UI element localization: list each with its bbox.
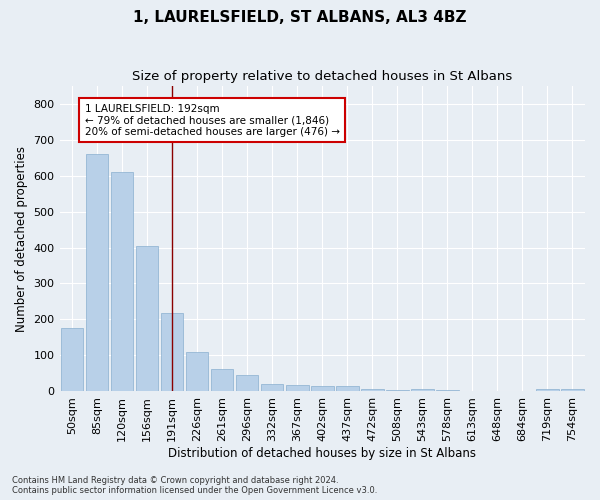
Bar [161,313,184,392]
Bar [261,384,283,392]
Bar [236,374,259,392]
Bar [411,388,434,392]
Bar [361,388,383,392]
Bar [386,390,409,392]
Title: Size of property relative to detached houses in St Albans: Size of property relative to detached ho… [132,70,512,83]
X-axis label: Distribution of detached houses by size in St Albans: Distribution of detached houses by size … [168,447,476,460]
Text: Contains HM Land Registry data © Crown copyright and database right 2024.
Contai: Contains HM Land Registry data © Crown c… [12,476,377,495]
Bar [186,352,208,392]
Y-axis label: Number of detached properties: Number of detached properties [15,146,28,332]
Bar [86,154,109,392]
Bar [136,246,158,392]
Text: 1, LAURELSFIELD, ST ALBANS, AL3 4BZ: 1, LAURELSFIELD, ST ALBANS, AL3 4BZ [133,10,467,25]
Bar [211,369,233,392]
Text: 1 LAURELSFIELD: 192sqm
← 79% of detached houses are smaller (1,846)
20% of semi-: 1 LAURELSFIELD: 192sqm ← 79% of detached… [85,104,340,136]
Bar [311,386,334,392]
Bar [561,388,584,392]
Bar [436,390,458,392]
Bar [336,386,359,392]
Bar [111,172,133,392]
Bar [61,328,83,392]
Bar [286,386,308,392]
Bar [536,388,559,392]
